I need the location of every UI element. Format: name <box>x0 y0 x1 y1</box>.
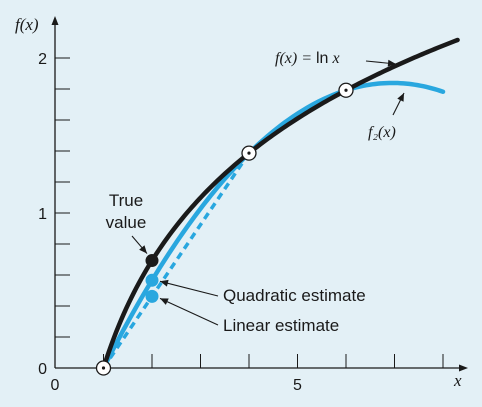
quadratic-estimate-arrow-line <box>159 280 219 297</box>
x-axis-arrowhead <box>459 364 468 372</box>
quadratic-estimate-arrow-head <box>160 279 169 287</box>
y-tick-label: 2 <box>38 51 47 68</box>
fx-label-arrow-head <box>387 59 396 67</box>
quadratic-estimate-point <box>145 273 159 287</box>
data-points <box>95 82 354 376</box>
x-tick-label: 5 <box>293 377 302 394</box>
linear-estimate-arrow-line <box>159 297 219 326</box>
fx-label-x: x <box>331 50 339 67</box>
axes: 0 1 2 0 5 <box>38 16 468 394</box>
true-value-label-line2: value <box>106 213 147 232</box>
quadratic-curve <box>101 80 446 371</box>
f2-curve-label: f₂(x) <box>368 124 396 141</box>
y-tick-label: 0 <box>38 361 47 378</box>
ln-curve <box>101 37 460 371</box>
x-axis-title: x <box>453 371 462 390</box>
f2-label-arrow-head <box>397 93 404 102</box>
true-value-arrow-head <box>139 245 147 254</box>
node-marker-dot <box>101 366 106 370</box>
y-tick-label: 1 <box>38 206 47 223</box>
curves <box>101 37 460 371</box>
fx-label-ln: ln <box>316 50 328 67</box>
linear-estimate-label: Linear estimate <box>223 316 339 335</box>
annotation-arrows <box>131 59 405 326</box>
fx-curve-label: f(x) = ln x <box>275 50 340 67</box>
node-marker-dot <box>344 88 348 92</box>
linear-estimate-arrow-head <box>160 298 169 305</box>
true-value-point <box>145 254 159 268</box>
true-value-label-line1: True <box>109 191 143 210</box>
node-marker-dot <box>247 151 251 155</box>
linear-estimate-point <box>145 289 159 303</box>
fx-label-prefix: f(x) = <box>275 50 316 67</box>
y-axis-arrowhead <box>51 16 59 25</box>
y-axis-title: f(x) <box>15 15 39 34</box>
x-tick-label: 0 <box>51 377 60 394</box>
quadratic-estimate-label: Quadratic estimate <box>223 286 366 305</box>
linear-estimate-line <box>102 152 251 369</box>
